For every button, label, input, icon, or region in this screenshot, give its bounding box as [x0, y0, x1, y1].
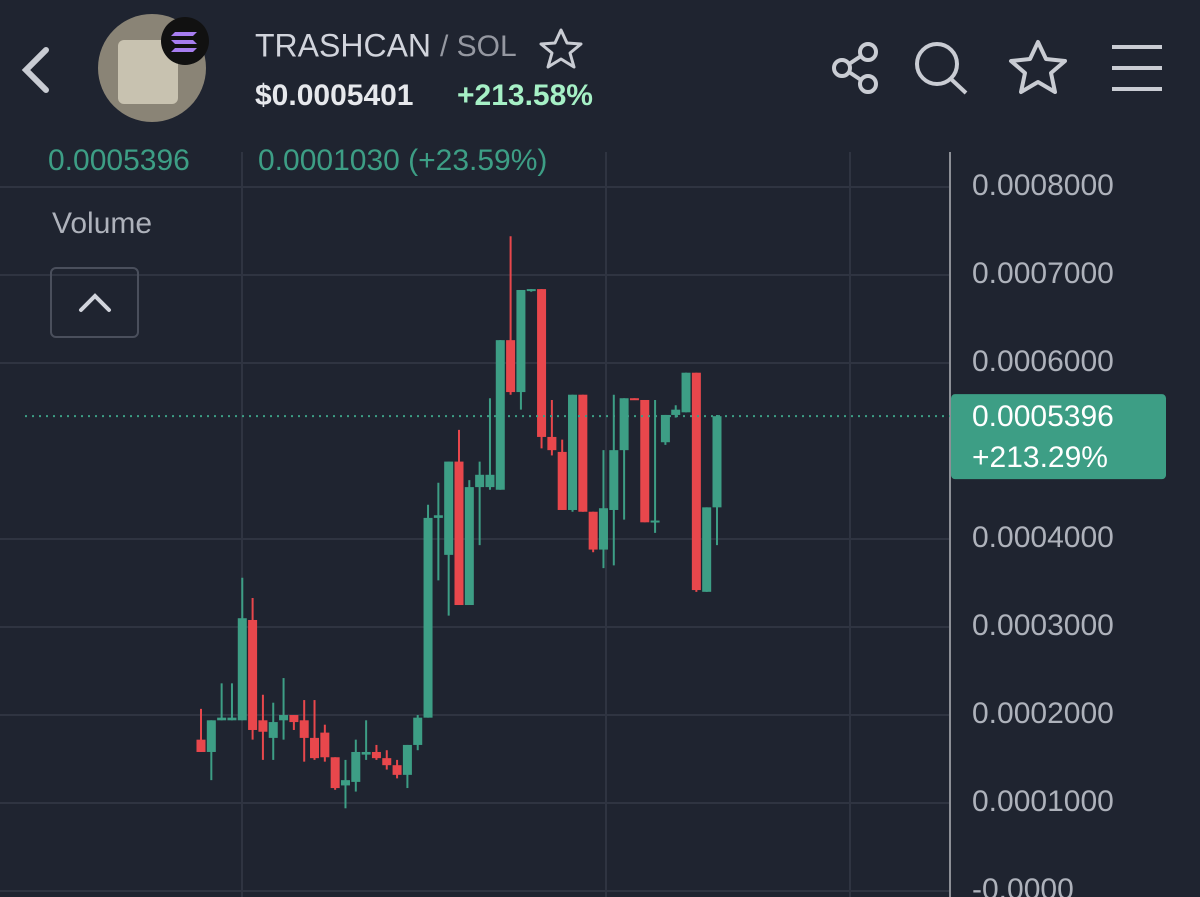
grid — [0, 186, 950, 893]
y-tick-label: 0.0002000 — [972, 697, 1114, 730]
candle-body — [340, 780, 350, 786]
price: $0.0005401 — [255, 79, 414, 112]
symbol: TRASHCAN — [255, 27, 431, 63]
last-price-box — [951, 394, 1166, 480]
indicator-label: Volume — [52, 207, 152, 240]
candle-body — [547, 436, 557, 451]
last-price-label: 0.0005396 — [972, 400, 1114, 433]
candle-body — [227, 717, 237, 721]
candle-body — [588, 511, 598, 550]
candle-body — [712, 416, 722, 508]
candle-body — [382, 758, 392, 766]
candle-body — [402, 744, 412, 775]
candle-body — [537, 289, 547, 437]
y-tick-label: -0.0000 — [972, 873, 1074, 897]
favorite-star[interactable] — [539, 28, 583, 69]
last-price: 0.0005396 +213.29% — [25, 394, 1166, 480]
back-button[interactable] — [21, 47, 49, 93]
y-tick-label: 0.0004000 — [972, 521, 1114, 554]
candle-body — [320, 732, 330, 758]
candle-body — [578, 394, 588, 512]
candle-body — [361, 751, 371, 755]
candle-body — [433, 515, 443, 518]
candle-body — [650, 520, 660, 523]
candle-body — [196, 739, 206, 752]
candle-body — [475, 474, 485, 488]
candle-body — [557, 451, 567, 510]
legend-change: 0.0001030 (+23.59%) — [258, 144, 547, 177]
candle-body — [289, 715, 299, 723]
candle-body — [299, 720, 309, 738]
candle-body — [248, 619, 258, 730]
share-button[interactable] — [832, 42, 878, 94]
collapse-button[interactable] — [50, 267, 139, 338]
candle-body — [526, 289, 536, 292]
candle-body — [423, 517, 433, 718]
y-tick-label: 0.0008000 — [972, 169, 1114, 202]
candle-body — [671, 409, 681, 415]
candle-body — [392, 765, 402, 775]
candle-body — [413, 717, 423, 745]
candles — [196, 236, 722, 809]
y-tick-label: 0.0003000 — [972, 609, 1114, 642]
candle-body — [619, 398, 629, 451]
candle-body — [237, 618, 247, 721]
candle-body — [454, 461, 464, 606]
candle-body — [371, 751, 381, 759]
search-button[interactable] — [915, 42, 968, 95]
candle-body — [351, 751, 361, 782]
legend-close: 0.0005396 — [48, 144, 190, 177]
candle-body — [506, 340, 516, 393]
candle-body — [702, 507, 712, 592]
y-tick-label: 0.0001000 — [972, 785, 1114, 818]
menu-button[interactable] — [1112, 45, 1162, 91]
quote: / SOL — [440, 30, 517, 63]
candle-body — [279, 715, 289, 721]
y-tick-label: 0.0007000 — [972, 257, 1114, 290]
candle-body — [444, 461, 454, 555]
candle-body — [495, 340, 505, 490]
candle-body — [310, 737, 320, 759]
candle-body — [568, 394, 578, 510]
candle-body — [464, 487, 474, 606]
candle-body — [681, 372, 691, 413]
watchlist-star[interactable] — [1009, 40, 1067, 94]
candle-body — [598, 508, 608, 550]
candle-body — [206, 720, 216, 752]
candle-body — [330, 757, 340, 789]
candle-body — [660, 414, 670, 443]
y-tick-label: 0.0006000 — [972, 345, 1114, 378]
price-change: +213.58% — [457, 79, 593, 112]
candle-body — [691, 372, 701, 591]
candle-body — [629, 398, 639, 401]
candle-body — [516, 289, 526, 393]
candle-body — [609, 450, 619, 510]
token-avatar[interactable] — [98, 14, 209, 122]
candle-body — [268, 722, 278, 738]
candle-body — [258, 720, 268, 732]
last-price-change: +213.29% — [972, 441, 1108, 474]
candle-body — [217, 717, 227, 721]
y-axis-labels: 0.0008000 0.0007000 0.0006000 0.0004000 0.00… — [972, 169, 1114, 897]
candle-body — [485, 474, 495, 488]
candle-body — [640, 399, 650, 523]
